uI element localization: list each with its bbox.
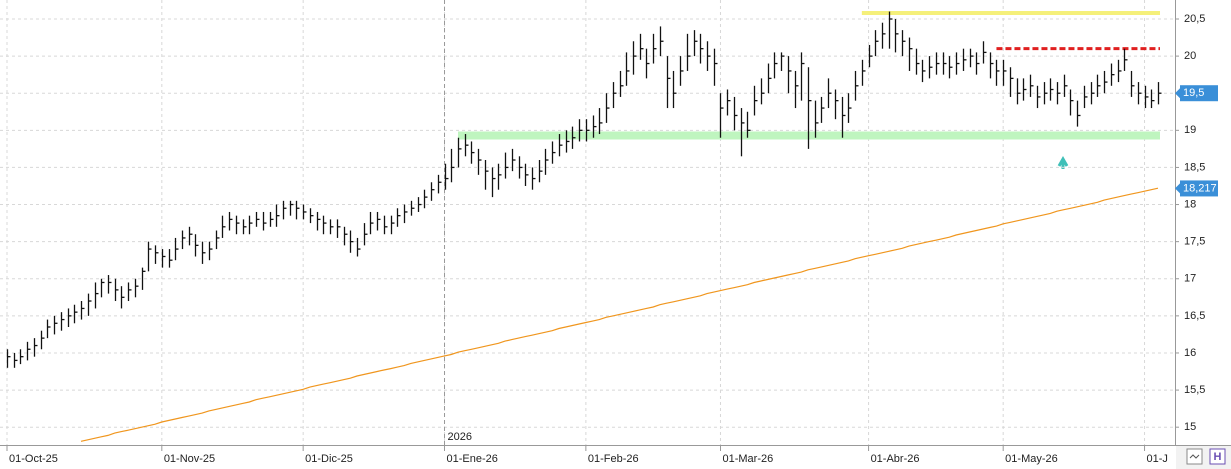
- toggle-icon: [1189, 454, 1200, 459]
- last-price-label-box: [1180, 85, 1218, 102]
- x-tick-label: 01-J: [1147, 453, 1168, 465]
- ma-value-label-box: [1180, 180, 1218, 197]
- year-label: 2026: [448, 431, 472, 443]
- x-tick-label: 01-Oct-25: [9, 453, 58, 465]
- h-button-icon: H: [1214, 451, 1222, 463]
- y-tick-label: 15: [1184, 421, 1196, 433]
- x-tick-label: 01-Abr-26: [871, 453, 920, 465]
- ma-value-label-pointer: [1175, 183, 1180, 194]
- y-tick-label: 16: [1184, 347, 1196, 359]
- x-tick-label: 01-Ene-26: [447, 453, 498, 465]
- y-tick-label: 19: [1184, 124, 1196, 136]
- moving-average: [80, 187, 1159, 442]
- y-tick-label: 18,5: [1184, 161, 1205, 173]
- ma-value-label: 18,217: [1183, 182, 1217, 194]
- y-tick-label: 15,5: [1184, 384, 1205, 396]
- y-tick-label: 17,5: [1184, 236, 1205, 248]
- y-tick-label: 18: [1184, 198, 1196, 210]
- y-tick-label: 17: [1184, 273, 1196, 285]
- x-tick-label: 01-Nov-25: [164, 453, 215, 465]
- h-button[interactable]: [1209, 448, 1226, 465]
- x-tick-label: 01-Feb-26: [588, 453, 639, 465]
- last-price-label-pointer: [1175, 88, 1180, 99]
- y-tick-label: 20: [1184, 50, 1196, 62]
- y-tick-label: 16,5: [1184, 310, 1205, 322]
- x-tick-label: 01-Dic-25: [305, 453, 353, 465]
- plot-area: [0, 0, 1175, 445]
- x-tick-label: 01-Mar-26: [722, 453, 773, 465]
- x-tick-label: 01-May-26: [1005, 453, 1058, 465]
- last-price-label: 19,5: [1183, 87, 1204, 99]
- y-tick-label: 20,5: [1184, 13, 1205, 25]
